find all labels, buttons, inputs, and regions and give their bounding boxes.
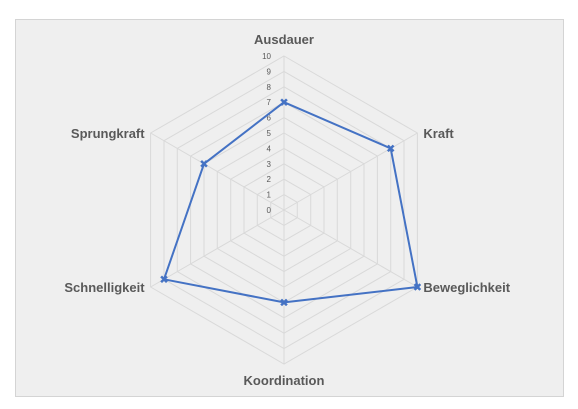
axis-label-koordination: Koordination [244,373,325,388]
tick-label: 8 [267,83,272,92]
grid-spoke [150,132,285,211]
tick-label: 9 [267,67,272,76]
tick-label: 6 [267,114,272,123]
chart-area [15,19,564,397]
data-point-beweglichkeit [413,283,422,291]
tick-labels: 0 1 2 3 4 5 6 7 8 9 10 [262,52,271,215]
data-point-koordination [280,298,288,307]
series-layer [160,98,422,307]
axis-label-schnelligkeit: Schnelligkeit [64,280,145,295]
tick-label: 7 [267,98,272,107]
data-point-sprungkraft [200,159,208,168]
axis-label-ausdauer: Ausdauer [254,32,314,47]
tick-label: 0 [267,206,272,215]
axis-labels: Ausdauer Kraft Beweglichkeit Koordination Sc… [64,32,510,388]
axis-label-kraft: Kraft [423,126,454,141]
tick-label: 1 [267,191,272,200]
tick-label: 4 [267,144,272,153]
axis-label-sprungkraft: Sprungkraft [71,126,145,141]
data-point-schnelligkeit [160,275,168,284]
grid-spoke [150,209,285,288]
axis-label-beweglichkeit: Beweglichkeit [423,280,510,295]
grid-spoke [283,132,418,211]
tick-label: 5 [267,129,272,138]
tick-label: 3 [267,160,272,169]
data-point-ausdauer [280,98,288,107]
tick-label: 10 [262,52,271,61]
grid-spoke [283,209,418,288]
series-line [163,101,419,304]
data-point-kraft [386,144,395,153]
tick-label: 2 [267,175,272,184]
